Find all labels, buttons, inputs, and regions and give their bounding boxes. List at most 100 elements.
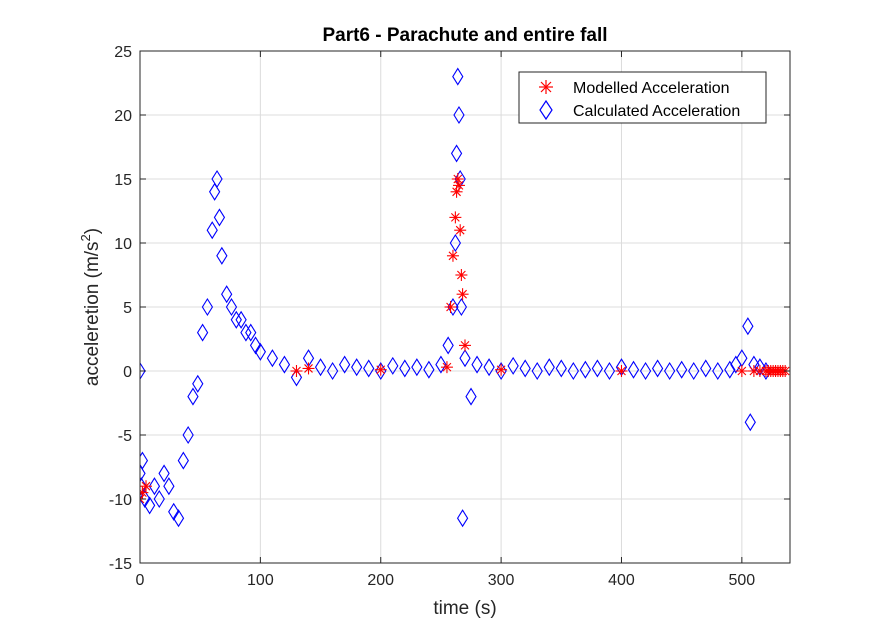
calculated-acceleration-point	[651, 359, 664, 378]
y-axis-label: acceleretion (m/s2)	[78, 228, 103, 386]
y-tick-label: 10	[114, 236, 132, 253]
modelled-acceleration-point	[374, 363, 387, 376]
calculated-acceleration-point	[447, 297, 459, 317]
calculated-acceleration-point	[724, 360, 736, 379]
calculated-acceleration-point	[314, 358, 327, 377]
modelled-acceleration-point	[454, 224, 467, 237]
calculated-acceleration-point	[453, 105, 465, 125]
calculated-acceleration-point	[187, 387, 199, 406]
calculated-acceleration-point	[744, 413, 756, 432]
calculated-acceleration-point	[455, 297, 468, 317]
x-tick-label: 100	[247, 572, 274, 589]
calculated-acceleration-point	[182, 425, 194, 445]
calculated-acceleration-point	[676, 360, 688, 379]
calculated-acceleration-point	[192, 374, 204, 393]
calculated-acceleration-point	[266, 349, 279, 368]
modelled-acceleration-point	[449, 211, 462, 224]
calculated-acceleration-point	[338, 355, 351, 374]
modelled-acceleration-point	[440, 361, 453, 374]
y-tick-label: 15	[114, 172, 132, 189]
calculated-acceleration-point	[240, 323, 252, 342]
x-axis-label: time (s)	[433, 598, 496, 619]
chart-title: Part6 - Parachute and entire fall	[322, 25, 607, 46]
modelled-acceleration-point	[615, 365, 628, 377]
calculated-acceleration-point	[399, 359, 411, 378]
modelled-acceleration-point	[140, 486, 149, 499]
calculated-acceleration-point	[254, 342, 267, 361]
calculated-acceleration-point	[449, 233, 462, 253]
x-tick-label: 300	[488, 572, 515, 589]
x-tick-label: 200	[367, 572, 394, 589]
legend-label-calculated: Calculated Acceleration	[573, 103, 740, 120]
calculated-acceleration-point	[168, 502, 180, 521]
calculated-acceleration-point	[177, 451, 189, 470]
legend: Modelled Acceleration Calculated Acceler…	[518, 71, 767, 124]
calculated-acceleration-point	[495, 361, 507, 381]
calculated-acceleration-point	[140, 464, 146, 483]
calculated-acceleration-point	[423, 360, 435, 379]
y-tick-label: -10	[109, 492, 132, 509]
calculated-acceleration-point	[435, 355, 447, 374]
calculated-acceleration-point	[507, 356, 519, 375]
calculated-acceleration-point	[531, 361, 543, 381]
x-tick-label: 500	[729, 572, 756, 589]
calculated-acceleration-point	[603, 361, 616, 381]
calculated-acceleration-point	[375, 361, 387, 381]
calculated-acceleration-point	[450, 144, 463, 163]
calculated-acceleration-point	[158, 464, 170, 483]
modelled-acceleration-point	[495, 363, 508, 376]
calculated-acceleration-point	[140, 489, 151, 509]
calculated-acceleration-point	[639, 361, 652, 381]
calculated-acceleration-point	[245, 323, 257, 342]
calculated-acceleration-point	[663, 361, 676, 381]
axis-ticks: 0 100 200 300 400 500 -15 -10 -5 0 5 10 15 20 25	[109, 44, 790, 589]
y-tick-label: 25	[114, 44, 132, 61]
y-tick-label: -15	[109, 556, 132, 573]
calculated-acceleration-point	[213, 208, 226, 227]
calculated-acceleration-point	[326, 361, 339, 381]
calculated-acceleration-point	[148, 477, 161, 496]
y-axis-label-superscript: 2	[78, 234, 93, 241]
legend-marker-modelled	[539, 80, 553, 94]
modelled-acceleration-point	[455, 269, 468, 281]
calculated-acceleration-point	[249, 336, 262, 355]
calculated-acceleration-point	[519, 359, 531, 378]
calculated-acceleration-point	[567, 361, 579, 381]
calculated-acceleration-point	[201, 297, 214, 317]
calculated-acceleration-point	[172, 509, 185, 528]
calculated-acceleration-point	[140, 361, 146, 381]
calculated-acceleration-point	[235, 310, 247, 329]
x-tick-label: 400	[608, 572, 635, 589]
calculated-acceleration-point	[206, 221, 218, 240]
calculated-acceleration-point	[411, 358, 423, 377]
modelled-acceleration-point	[302, 362, 315, 375]
calculated-acceleration-point	[700, 359, 712, 378]
modelled-acceleration-point	[444, 301, 457, 313]
calculated-acceleration-point	[742, 317, 754, 336]
calculated-acceleration-point	[140, 451, 149, 470]
calculated-acceleration-point	[442, 336, 454, 355]
modelled-acceleration-point	[446, 249, 459, 262]
y-axis-label-main: acceleretion (m/s	[82, 241, 103, 386]
calculated-acceleration-point	[452, 67, 464, 86]
calculated-acceleration-point	[153, 489, 165, 509]
y-tick-label: 0	[123, 364, 132, 381]
modelled-acceleration-point	[459, 339, 471, 352]
legend-label-modelled: Modelled Acceleration	[573, 80, 730, 97]
calculated-acceleration-point	[483, 358, 495, 377]
calculated-acceleration-point	[543, 358, 555, 377]
modelled-acceleration-point	[452, 179, 465, 192]
y-axis-label-close: )	[82, 228, 103, 234]
y-tick-label: -5	[118, 428, 132, 445]
calculated-acceleration-point	[196, 323, 209, 342]
calculated-acceleration-point	[465, 387, 477, 406]
legend-marker-calculated	[539, 99, 553, 121]
calculated-acceleration-point	[163, 477, 175, 496]
y-tick-label: 5	[123, 300, 132, 317]
calculated-acceleration-point	[221, 285, 233, 304]
calculated-acceleration-point	[688, 361, 700, 381]
calculated-acceleration-point	[363, 359, 375, 378]
calculated-acceleration-point	[627, 360, 640, 379]
calculated-acceleration-point	[471, 355, 483, 374]
